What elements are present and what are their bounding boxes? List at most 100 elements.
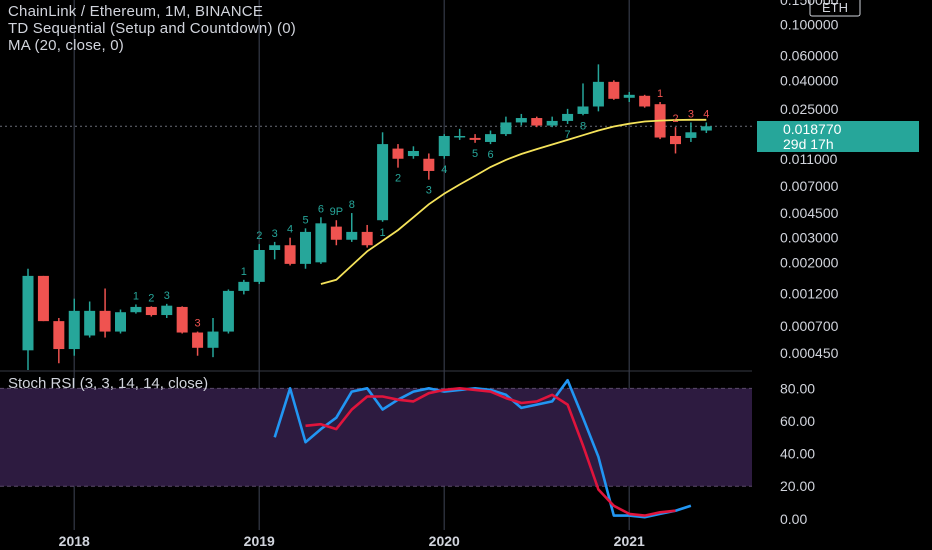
candle-body [531, 118, 543, 126]
td-count-label: 7 [565, 129, 571, 141]
td-count-label: 3 [164, 290, 170, 302]
td-count-label: 3 [688, 108, 694, 120]
stoch-axis-label: 20.00 [780, 478, 815, 494]
candle-body [469, 137, 481, 140]
candle [68, 298, 80, 356]
td-count-label: 8 [349, 199, 355, 211]
candle-body [284, 245, 296, 264]
td-count-label: 4 [703, 108, 709, 120]
td-count-label: 3 [195, 318, 201, 330]
candle-body [22, 275, 34, 351]
candle [315, 217, 327, 264]
candle [300, 228, 311, 269]
td-count-label: 4 [287, 224, 293, 236]
price-axis-label: 0.003000 [780, 230, 839, 246]
stoch-d-line [305, 386, 676, 517]
candle [500, 116, 512, 136]
price-axis-label: 0.011000 [780, 151, 838, 167]
td-count-label: 6 [487, 149, 493, 161]
td-count-label: 2 [395, 173, 401, 185]
candle [454, 128, 466, 140]
price-axis-label: 0.004500 [780, 205, 839, 221]
candle-body [238, 281, 250, 291]
candle [192, 331, 204, 356]
candle [238, 279, 250, 295]
time-axis-label: 2019 [244, 533, 275, 549]
td-sequential-legend[interactable]: TD Sequential (Setup and Countdown) (0) [8, 20, 296, 37]
candle-body [670, 135, 681, 145]
td-count-label: 1 [380, 227, 386, 239]
price-axis-label: 0.025000 [780, 101, 839, 117]
candle-body [222, 290, 234, 332]
candle-body [438, 135, 450, 157]
candle [577, 83, 589, 116]
candle [99, 288, 111, 338]
td-count-label: 5 [472, 148, 478, 160]
td-count-label: 4 [441, 164, 447, 176]
candle-body [130, 306, 142, 313]
candle [639, 94, 651, 108]
candle-body [207, 331, 219, 348]
stoch-axis-label: 40.00 [780, 446, 815, 462]
candle-body [562, 113, 574, 121]
candle-body [700, 126, 712, 131]
td-count-label: 9P [330, 206, 343, 218]
candle [53, 318, 65, 364]
last-price-badge: 0.018770 29d 17h [757, 121, 919, 152]
candle-body [515, 118, 527, 123]
candle-body [300, 231, 311, 264]
candle [145, 306, 157, 317]
time-axis-label: 2021 [614, 533, 645, 549]
td-count-label: 1 [657, 88, 663, 100]
candle-body [253, 250, 265, 282]
candle-body [330, 226, 342, 240]
candle [207, 318, 219, 358]
candle-body [145, 306, 157, 316]
stoch-rsi-legend[interactable]: Stoch RSI (3, 3, 14, 14, close) [8, 375, 209, 392]
td-count-label: 3 [272, 228, 278, 240]
candle [562, 108, 574, 124]
candle-body [269, 245, 281, 251]
candle [531, 116, 543, 128]
price-axis-label: 0.002000 [780, 254, 839, 270]
candle-body [639, 95, 651, 107]
candle [608, 80, 620, 100]
candle [423, 153, 435, 180]
candle-body [68, 310, 80, 350]
candle [469, 134, 481, 143]
ma20-line [320, 118, 707, 285]
candle [546, 116, 558, 128]
candle-body [115, 312, 126, 332]
stoch-band-fill [0, 388, 752, 487]
price-axis-label: 0.007000 [780, 178, 839, 194]
candle-body [454, 135, 466, 138]
candle [22, 268, 34, 370]
td-count-label: 2 [672, 113, 678, 125]
candle-body [346, 231, 358, 240]
td-count-label: 6 [318, 203, 324, 215]
candle [670, 127, 681, 154]
candle [361, 224, 373, 248]
candle-body [161, 305, 173, 316]
td-count-label: 2 [148, 292, 154, 304]
candle-body [685, 132, 697, 138]
price-axis-label: 0.001200 [780, 285, 839, 301]
last-price-value: 0.018770 [783, 121, 842, 137]
ma-legend[interactable]: MA (20, close, 0) [8, 37, 124, 54]
candle [623, 91, 635, 102]
candle-body [485, 134, 496, 142]
td-count-label: 2 [256, 230, 262, 242]
candle [346, 213, 358, 242]
candle-body [546, 120, 558, 126]
candle [269, 241, 281, 260]
candle-body [99, 310, 111, 332]
candle-body [407, 150, 419, 157]
td-count-label: 8 [580, 120, 586, 132]
candle [592, 64, 604, 112]
candle-body [577, 106, 589, 114]
candle [130, 304, 142, 314]
unit-tag [809, 0, 861, 17]
symbol-title: ChainLink / Ethereum, 1M, BINANCE [8, 3, 264, 20]
candle [700, 122, 712, 134]
